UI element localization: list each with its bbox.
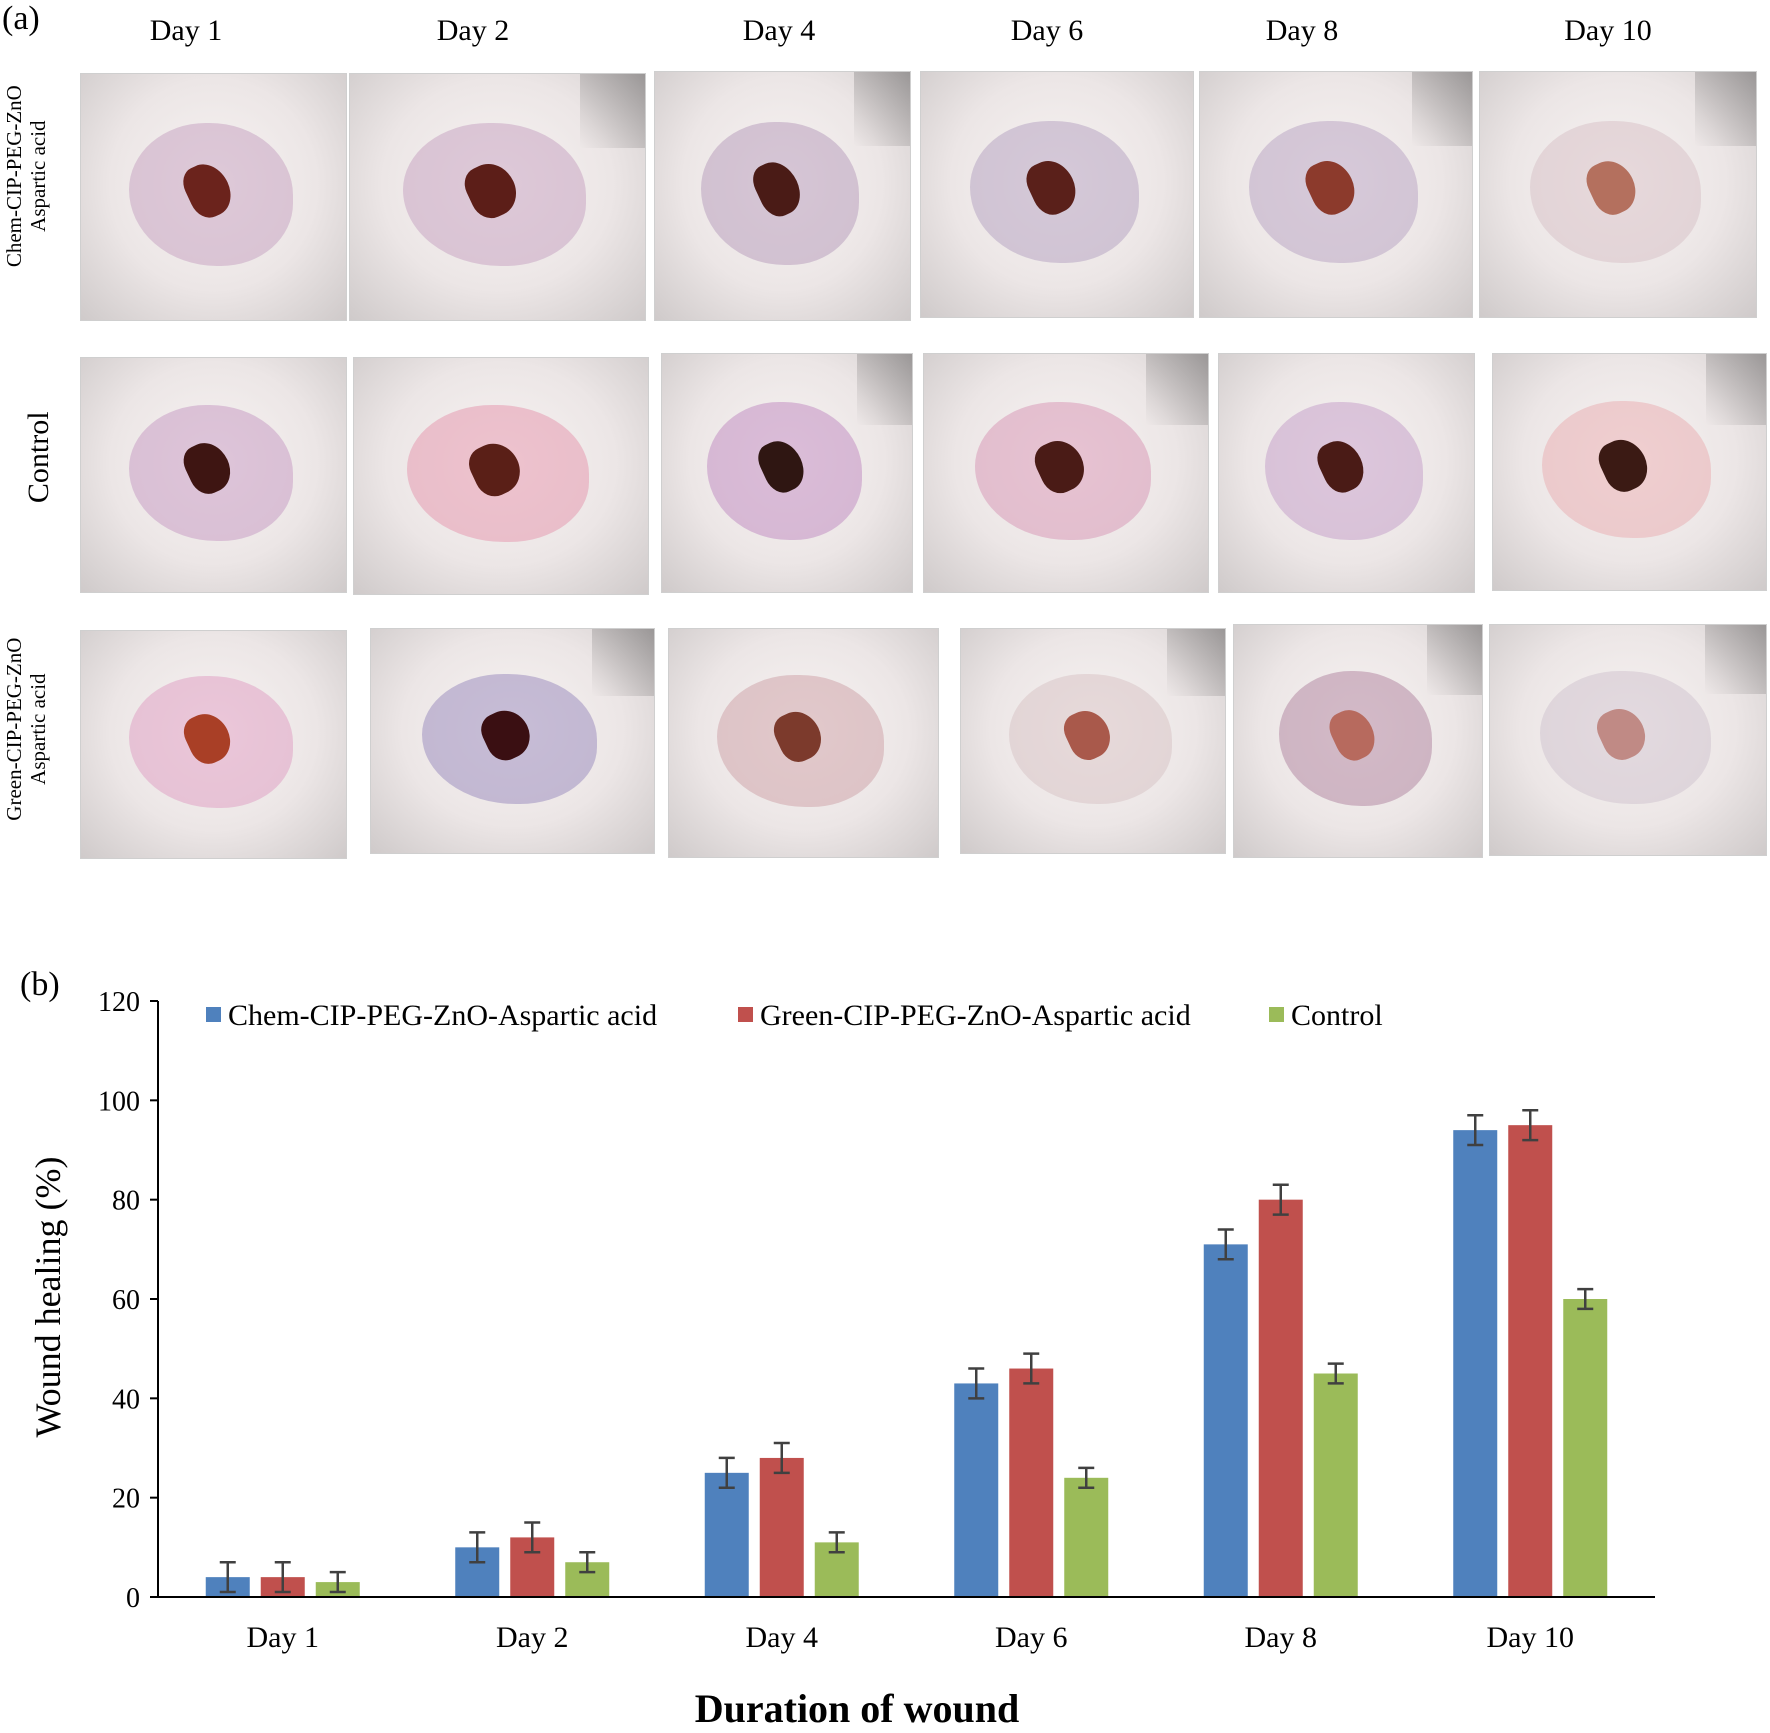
bar [1563, 1299, 1608, 1597]
x-axis: Day 1 Day 2 Day 4 Day 6 Day 8 Day 10 [158, 1596, 1655, 1654]
legend-label: Chem-CIP-PEG-ZnO-Aspartic acid [228, 999, 657, 1032]
panel-a-label: (a) [2, 0, 40, 37]
wound-photo [370, 628, 655, 854]
wound-photo [80, 357, 347, 593]
x-tick-label: Day 8 [1245, 1621, 1317, 1654]
bars [205, 1109, 1608, 1597]
y-tick-label: 60 [112, 1285, 140, 1316]
legend-swatch [738, 1007, 753, 1022]
wound-photo [920, 71, 1194, 318]
day-header: Day 6 [1010, 14, 1084, 47]
bar [1064, 1477, 1109, 1597]
x-tick-label: Day 10 [1487, 1621, 1574, 1654]
legend-swatch [206, 1007, 221, 1022]
y-tick-label: 20 [112, 1484, 140, 1515]
bar [704, 1472, 749, 1597]
y-tick-label: 40 [112, 1384, 140, 1415]
day-header: Day 4 [742, 14, 816, 47]
x-axis-label: Duration of wound [695, 1686, 1020, 1731]
wound-photo [661, 353, 913, 593]
y-tick-label: 80 [112, 1186, 140, 1217]
wound-photo [960, 628, 1226, 854]
bar [1009, 1368, 1054, 1597]
wound-photo [353, 357, 649, 595]
bar [759, 1457, 804, 1597]
bar [954, 1383, 999, 1597]
wound-photo [80, 630, 347, 859]
wound-photo [1218, 353, 1475, 593]
bar [1453, 1130, 1498, 1597]
legend-label: Green-CIP-PEG-ZnO-Aspartic acid [760, 999, 1191, 1032]
y-tick-label: 0 [126, 1583, 140, 1614]
day-header: Day 1 [149, 14, 223, 47]
wound-photo [349, 73, 646, 321]
x-tick-label: Day 2 [496, 1621, 568, 1654]
x-tick-label: Day 6 [995, 1621, 1067, 1654]
legend-swatch [1269, 1007, 1284, 1022]
wound-photo [1233, 624, 1483, 858]
legend: Chem-CIP-PEG-ZnO-Aspartic acid Green-CIP-… [206, 999, 1383, 1032]
bar [1203, 1244, 1248, 1597]
y-tick-label: 120 [98, 987, 140, 1018]
day-header: Day 2 [436, 14, 510, 47]
y-tick-label: 100 [98, 1086, 140, 1117]
wound-photo [1479, 71, 1757, 318]
bar [1258, 1199, 1303, 1597]
wound-photo [1199, 71, 1473, 318]
wound-photo [1489, 624, 1767, 856]
wound-photo [923, 353, 1209, 593]
y-axis-label: Wound healing (%) [28, 1156, 68, 1437]
wound-photo [668, 628, 939, 858]
legend-label: Control [1291, 999, 1383, 1032]
bar [1508, 1125, 1553, 1597]
wound-photo [1492, 353, 1767, 591]
x-tick-label: Day 1 [247, 1621, 319, 1654]
day-header: Day 10 [1564, 14, 1652, 47]
panel-b-label: (b) [20, 966, 60, 1003]
x-tick-label: Day 4 [746, 1621, 818, 1654]
day-header: Day 8 [1265, 14, 1339, 47]
wound-photo [654, 71, 911, 321]
wound-photo [80, 73, 347, 321]
bar [1313, 1373, 1358, 1597]
y-axis: 0 20 40 60 80 100 120 [98, 987, 159, 1614]
